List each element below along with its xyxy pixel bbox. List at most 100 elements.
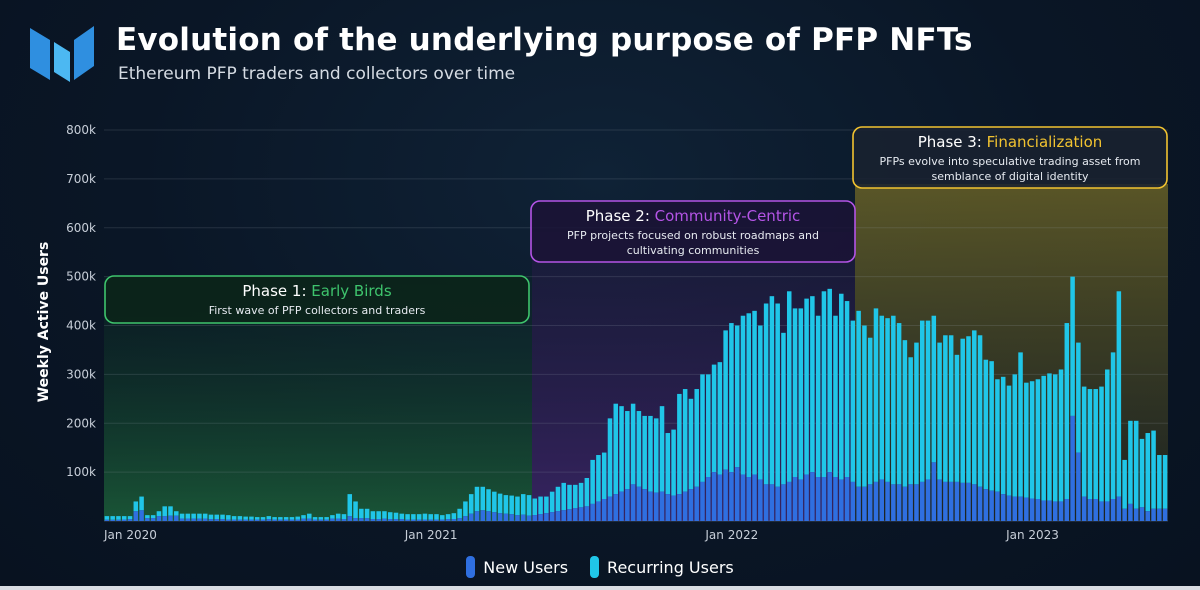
bar-recurring-users [295, 516, 300, 520]
bar-recurring-users [278, 517, 283, 520]
bar-new-users [573, 508, 578, 521]
bar-recurring-users [607, 418, 613, 497]
bar-recurring-users [688, 398, 694, 490]
bar-recurring-users [885, 318, 890, 482]
bar-recurring-users [1110, 352, 1116, 500]
bar-recurring-users [399, 513, 405, 520]
bar-new-users [630, 484, 636, 521]
bar-new-users [1145, 511, 1151, 521]
bar-recurring-users [1087, 389, 1093, 500]
bar-recurring-users [411, 514, 416, 520]
bar-new-users [1024, 497, 1029, 521]
bar-new-users [891, 484, 896, 521]
y-tick-label: 400k [66, 319, 96, 333]
bar-recurring-users [1052, 374, 1058, 502]
bar-recurring-users [775, 303, 780, 487]
bar-new-users [393, 519, 399, 521]
bar-recurring-users [995, 379, 1000, 492]
bar-recurring-users [116, 516, 121, 520]
bar-new-users [538, 514, 543, 521]
bar-new-users [260, 519, 266, 521]
bar-recurring-users [387, 512, 393, 520]
bar-recurring-users [810, 296, 815, 473]
bar-recurring-users [179, 513, 185, 519]
bar-new-users [925, 479, 931, 521]
bar-recurring-users [243, 516, 248, 520]
bar-new-users [1081, 496, 1087, 521]
bar-new-users [208, 519, 214, 521]
bar-recurring-users [353, 501, 358, 519]
bar-new-users [1099, 501, 1104, 521]
bar-new-users [596, 501, 601, 521]
bar-new-users [376, 519, 381, 521]
bar-new-users [1128, 503, 1133, 521]
bar-new-users [440, 519, 445, 521]
bar-new-users [775, 486, 780, 521]
bar-new-users [815, 477, 821, 521]
bar-recurring-users [416, 514, 422, 520]
bar-new-users [948, 481, 954, 521]
phase-1-prefix: Phase 1: [242, 282, 311, 300]
y-tick-label: 300k [66, 367, 96, 381]
bar-recurring-users [659, 406, 665, 492]
bar-recurring-users [677, 393, 682, 495]
x-tick-label: Jan 2020 [103, 528, 157, 542]
bar-new-users [1116, 496, 1122, 521]
bar-recurring-users [168, 506, 173, 516]
bar-new-users [532, 515, 538, 521]
bar-new-users [214, 519, 220, 521]
bar-new-users [526, 515, 532, 521]
legend-swatch-recurring-users [590, 556, 600, 578]
bar-recurring-users [335, 513, 341, 519]
bar-recurring-users [393, 512, 399, 520]
bar-new-users [231, 519, 237, 521]
bar-recurring-users [665, 433, 671, 495]
bar-recurring-users [127, 516, 133, 520]
bar-recurring-users [1162, 455, 1168, 509]
bar-new-users [613, 494, 619, 521]
bar-new-users [480, 510, 486, 521]
phase-1-description: First wave of PFP collectors and traders [209, 304, 426, 317]
bar-new-users [1076, 452, 1081, 521]
phase-3-prefix: Phase 3: [918, 133, 987, 151]
bar-recurring-users [856, 310, 861, 487]
bar-new-users [243, 519, 248, 521]
bar-new-users [254, 519, 260, 521]
bar-new-users [821, 477, 827, 521]
bar-new-users [781, 484, 786, 521]
phase-2-name: Community-Centric [655, 207, 801, 225]
bar-recurring-users [1128, 420, 1133, 504]
bar-new-users [937, 479, 942, 521]
bar-recurring-users [752, 310, 757, 475]
bar-new-users [746, 477, 752, 521]
bar-recurring-users [474, 486, 480, 512]
bar-new-users [561, 510, 566, 521]
bar-recurring-users [110, 516, 115, 520]
bar-new-users [711, 472, 717, 521]
bar-recurring-users [457, 508, 462, 519]
bar-recurring-users [619, 406, 624, 492]
bar-new-users [873, 481, 879, 521]
bar-recurring-users [596, 455, 601, 502]
bar-new-users [792, 477, 798, 521]
bar-recurring-users [1024, 382, 1029, 498]
bar-recurring-users [208, 514, 214, 520]
bar-new-users [844, 477, 850, 521]
y-tick-label: 700k [66, 172, 96, 186]
bar-recurring-users [983, 359, 989, 490]
x-tick-label: Jan 2023 [1005, 528, 1059, 542]
bar-new-users [706, 477, 711, 521]
bar-new-users [1047, 500, 1052, 521]
bar-recurring-users [1035, 379, 1041, 500]
bar-new-users [752, 474, 757, 521]
bar-recurring-users [1145, 433, 1151, 512]
bar-new-users [682, 491, 688, 521]
bar-recurring-users [758, 325, 763, 480]
bar-new-users [885, 481, 890, 521]
bar-recurring-users [220, 514, 225, 520]
bar-recurring-users [1139, 438, 1145, 508]
bar-new-users [497, 513, 503, 521]
phase-1-name: Early Birds [311, 282, 392, 300]
bar-new-users [758, 479, 763, 521]
bar-new-users [769, 484, 775, 521]
